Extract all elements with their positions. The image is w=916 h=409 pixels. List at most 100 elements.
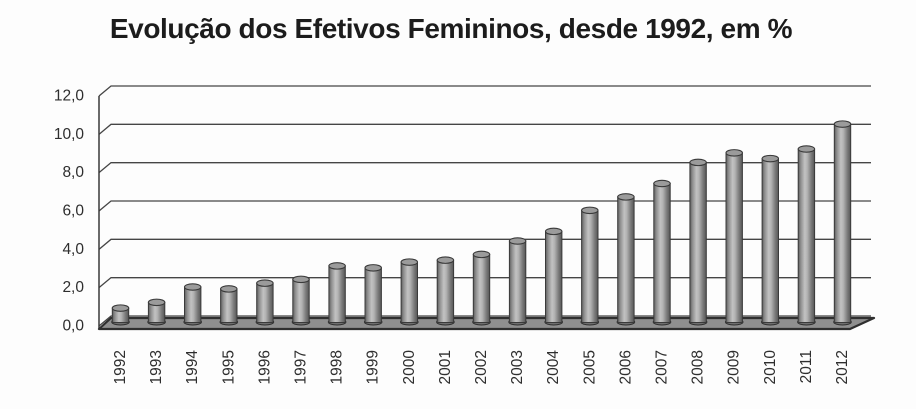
- bar-body: [725, 152, 743, 323]
- bar-cap: [147, 298, 166, 307]
- gridline: [98, 200, 871, 212]
- y-tick-label: 6,0: [62, 203, 84, 220]
- bar-2009: [724, 149, 744, 326]
- bar-body: [653, 183, 671, 323]
- bar-cap: [436, 256, 455, 264]
- bar-body: [508, 240, 527, 323]
- bar-1997: [291, 275, 311, 326]
- bar-cap: [725, 149, 743, 157]
- x-tick-label: 1997: [293, 350, 310, 384]
- bar-2008: [688, 158, 708, 326]
- bar-2012: [833, 120, 852, 326]
- bar-cap: [581, 206, 599, 215]
- gridline: [98, 238, 871, 250]
- bar-2010: [761, 154, 780, 326]
- x-tick-label: 2011: [798, 350, 815, 383]
- bar-body: [256, 282, 274, 323]
- bar-cap: [833, 120, 852, 128]
- bar-1996: [255, 279, 275, 326]
- bar-cap: [256, 279, 274, 287]
- bar-cap: [508, 237, 527, 245]
- bar-cap: [292, 275, 310, 284]
- bar-cap: [761, 154, 780, 163]
- x-tick-label: 2001: [437, 350, 454, 384]
- x-tick-label: 1994: [184, 350, 201, 385]
- bar-2011: [797, 145, 816, 326]
- x-tick-label: 1995: [220, 350, 237, 384]
- bar-body: [184, 286, 202, 324]
- x-tick-label: 2012: [834, 350, 851, 384]
- bar-body: [220, 288, 238, 324]
- bar-cap: [544, 227, 563, 236]
- bar-cap: [183, 283, 202, 291]
- gridlines: [98, 85, 871, 327]
- bar-body: [364, 267, 382, 323]
- bar-1998: [327, 262, 347, 326]
- bar-2006: [616, 193, 636, 326]
- bar-cap: [653, 179, 671, 188]
- bar-body: [472, 253, 491, 323]
- bar-1992: [111, 304, 130, 326]
- bar-2003: [508, 237, 527, 326]
- gridline: [98, 85, 871, 97]
- bar-cap: [797, 145, 816, 153]
- y-tick-label: 2,0: [62, 279, 84, 296]
- bar-body: [617, 196, 635, 324]
- bar-body: [292, 278, 310, 324]
- bar-cap: [111, 304, 130, 312]
- bar-cap: [220, 285, 238, 293]
- bar-cap: [400, 258, 419, 266]
- bar-body: [761, 158, 779, 323]
- bar-cap: [328, 262, 346, 270]
- x-tick-label: 2009: [726, 350, 743, 384]
- x-tick-label: 2007: [654, 350, 671, 384]
- y-tick-label: 0,0: [62, 318, 84, 335]
- x-tick-label: 1998: [329, 350, 346, 384]
- x-tick-label: 2003: [509, 350, 526, 384]
- bar-body: [833, 123, 852, 323]
- bar-2002: [472, 250, 491, 326]
- bar-2004: [544, 227, 564, 326]
- x-tick-label: 1992: [112, 350, 129, 384]
- x-tick-label: 1996: [256, 350, 273, 384]
- y-tick-label: 12,0: [54, 88, 85, 105]
- bar-cap: [364, 264, 382, 272]
- bar-body: [581, 209, 599, 324]
- bar-2001: [436, 256, 455, 326]
- bar-2000: [400, 258, 419, 326]
- y-tick-label: 10,0: [54, 126, 85, 143]
- bar-cap: [617, 193, 635, 201]
- x-tick-label: 2002: [473, 350, 490, 384]
- x-tick-label: 2000: [401, 350, 418, 385]
- bar-body: [797, 148, 816, 323]
- bar-1995: [219, 285, 239, 326]
- bar-cap: [472, 250, 491, 259]
- y-tick-label: 8,0: [62, 164, 84, 181]
- x-tick-label: 2010: [762, 350, 779, 385]
- x-tick-label: 2006: [617, 350, 634, 384]
- bar-2007: [652, 179, 672, 326]
- bar-2005: [580, 206, 600, 326]
- x-tick-label: 2005: [581, 350, 598, 384]
- bar-cap: [689, 158, 707, 167]
- chart-title: Evolução dos Efetivos Femininos, desde 1…: [109, 13, 793, 44]
- bar-body: [689, 161, 707, 323]
- bar-1999: [363, 264, 383, 326]
- bar-1993: [147, 298, 166, 326]
- gridline: [98, 162, 871, 174]
- y-tick-label: 4,0: [62, 241, 84, 258]
- bars: [111, 120, 852, 326]
- x-tick-label: 2008: [690, 350, 707, 384]
- x-axis-labels: 1992 1993 1994 1995 1996 1997 1998 1999 2000 2001…: [112, 350, 851, 385]
- x-tick-label: 2004: [545, 350, 562, 385]
- x-tick-label: 1999: [365, 350, 382, 384]
- gridline: [98, 123, 871, 135]
- bar-body: [436, 259, 455, 324]
- bar-1994: [183, 283, 202, 326]
- bar-body: [328, 265, 346, 323]
- bar-body: [400, 261, 419, 324]
- bar-body: [545, 230, 563, 323]
- y-axis-labels: 0,0 2,0 4,0 6,0 8,0 10,0 12,0: [54, 88, 85, 335]
